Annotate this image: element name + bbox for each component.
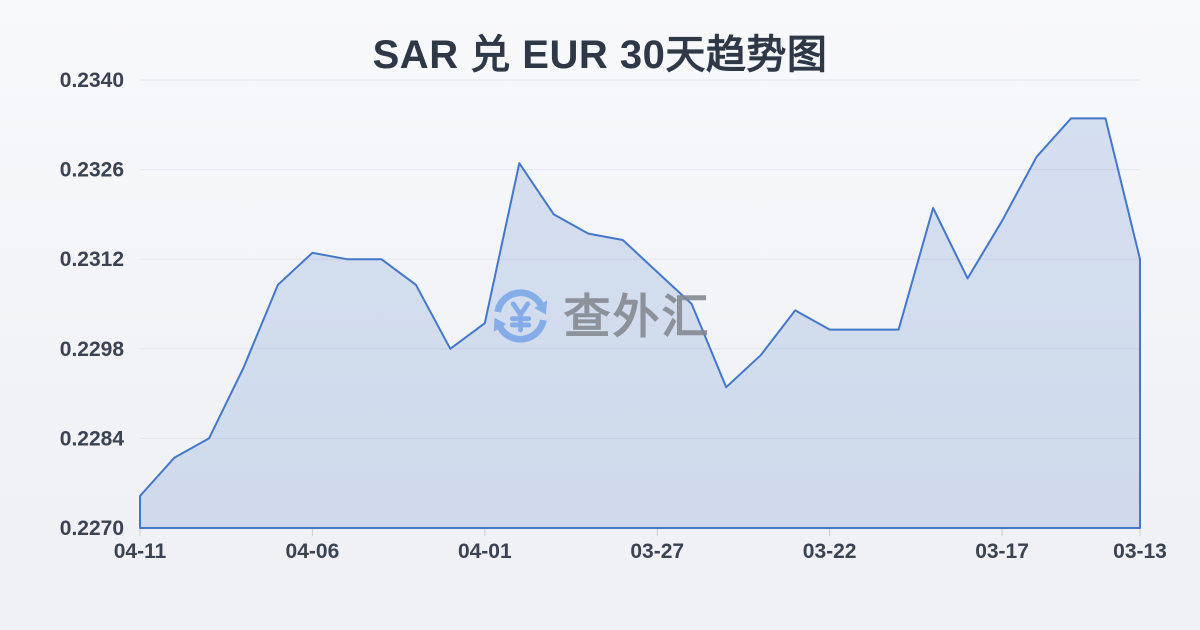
- x-axis-label: 03-22: [803, 540, 857, 563]
- y-axis-label: 0.2340: [60, 69, 124, 92]
- y-axis-label: 0.2326: [60, 159, 124, 182]
- y-axis-label: 0.2312: [60, 248, 124, 271]
- x-axis-label: 04-01: [458, 540, 512, 563]
- y-axis-label: 0.2270: [60, 517, 124, 540]
- x-axis-label: 03-27: [630, 540, 684, 563]
- x-axis-label: 03-17: [975, 540, 1029, 563]
- y-axis-label: 0.2284: [60, 427, 125, 450]
- page-title: SAR 兑 EUR 30天趋势图: [372, 33, 828, 77]
- x-axis-label: 04-11: [114, 540, 167, 563]
- x-axis-label: 03-13: [1113, 540, 1167, 563]
- x-axis-label: 04-06: [286, 540, 340, 563]
- y-axis-label: 0.2298: [60, 338, 125, 361]
- area-series: [139, 117, 1141, 529]
